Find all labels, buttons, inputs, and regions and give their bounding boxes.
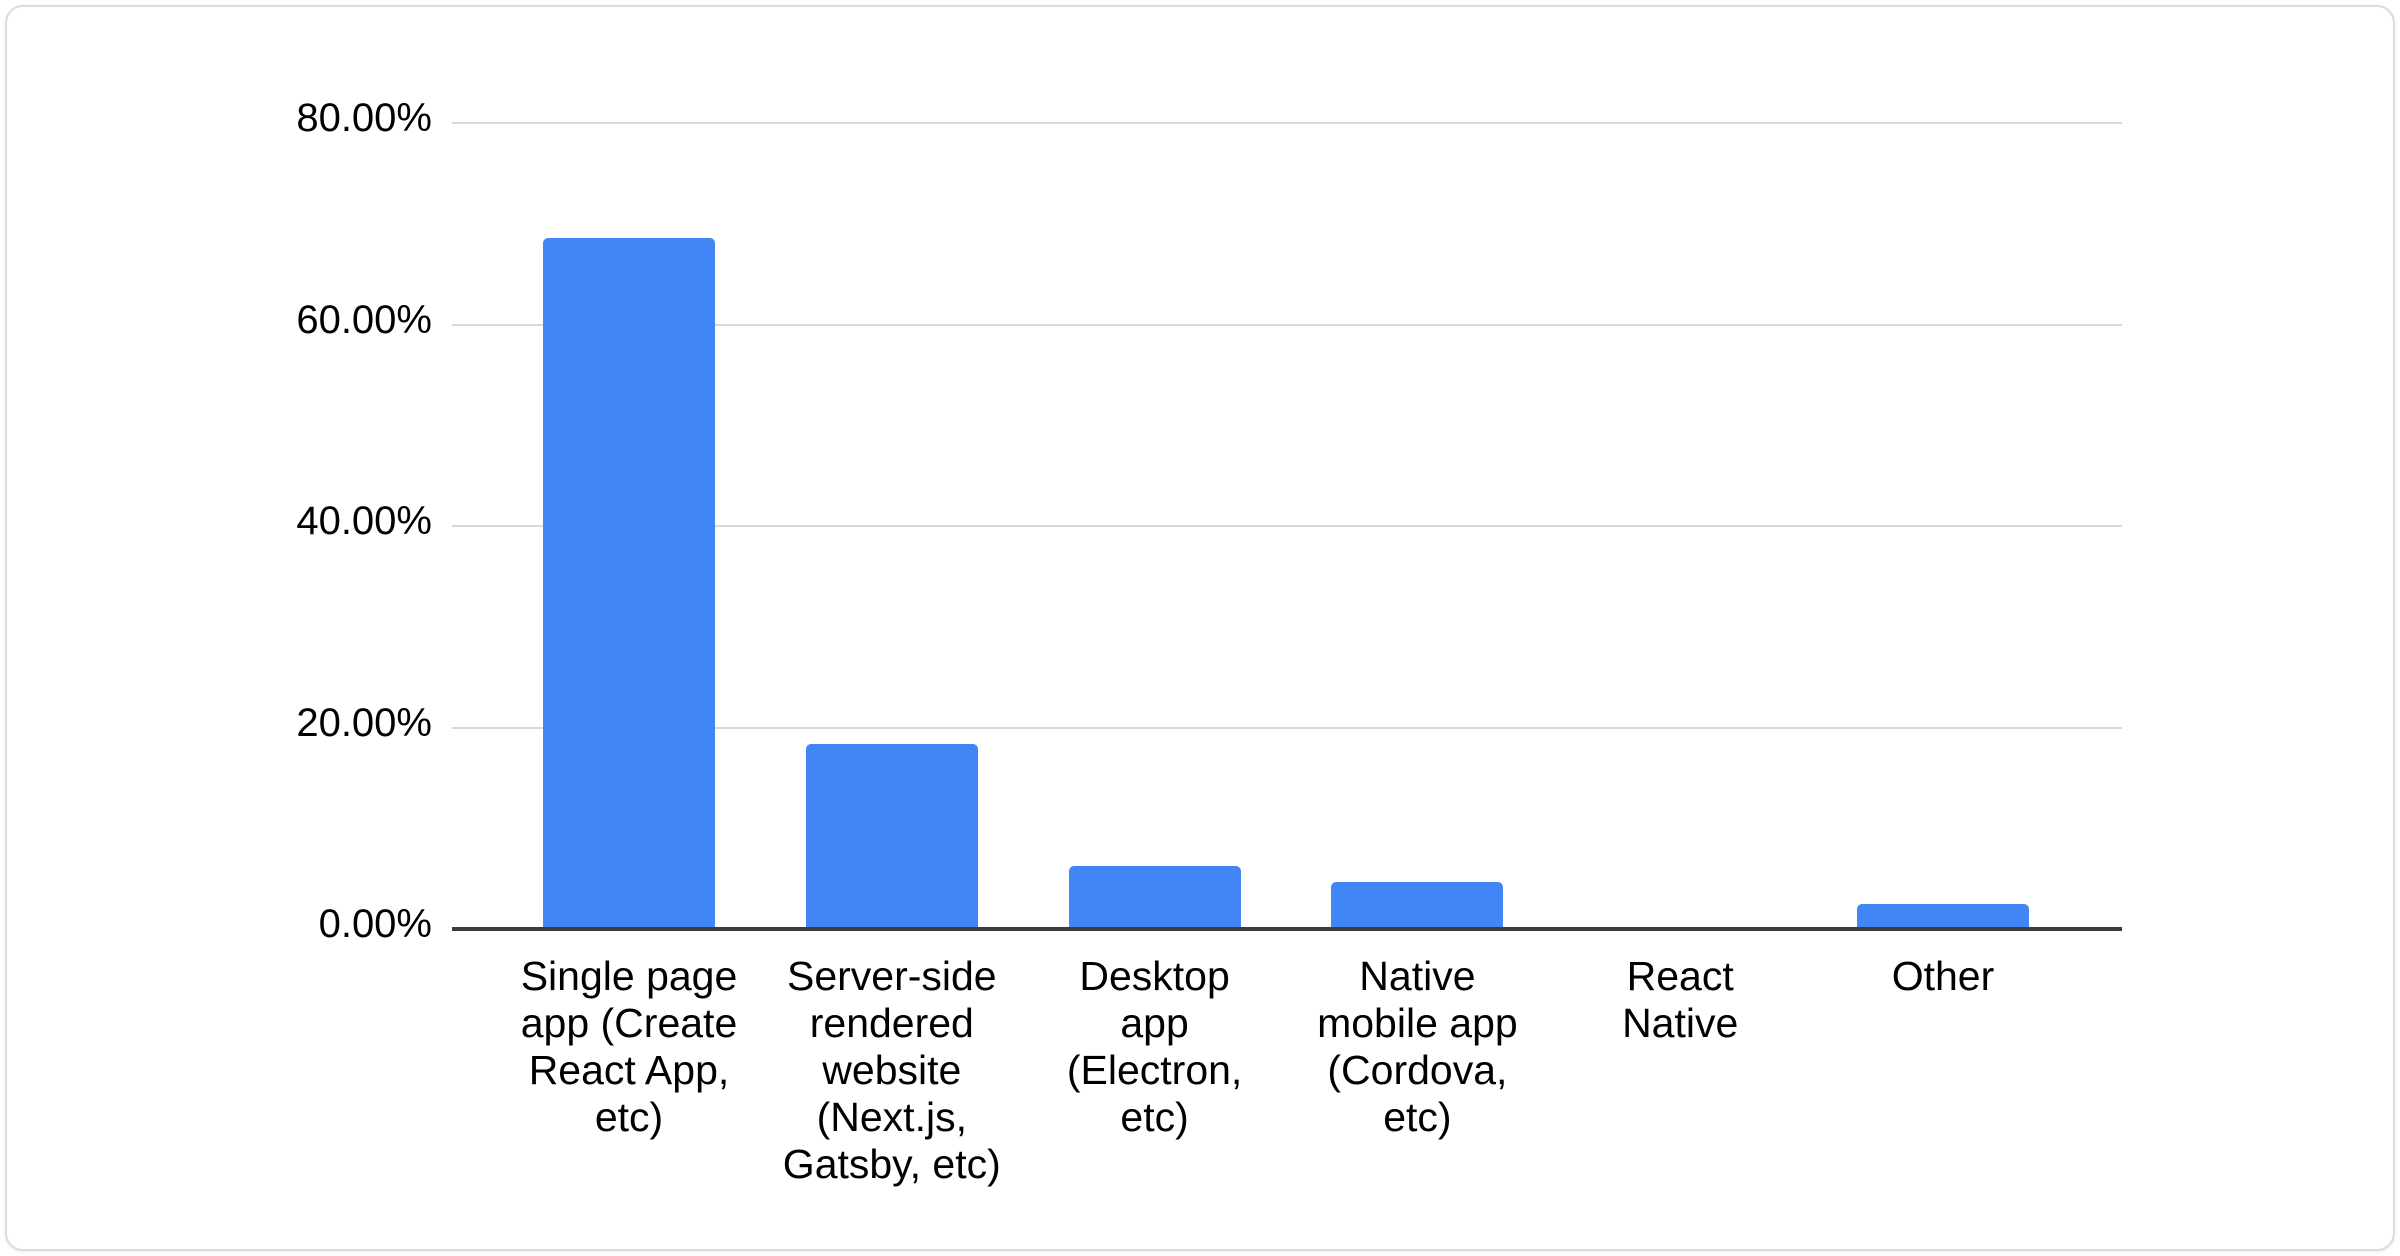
x-category-label-line: app (1120, 1000, 1189, 1046)
x-category-label-line: etc) (1120, 1094, 1189, 1140)
x-category-label-line: Single page (520, 953, 738, 999)
chart-card: 0.00% 20.00% 40.00% 60.00% 80.00% Single pag… (5, 5, 2395, 1251)
x-category-label-line: React App, (528, 1047, 730, 1093)
bar-3[interactable] (1331, 881, 1504, 927)
bar-2[interactable] (1068, 865, 1241, 927)
y-tick-label-40: 40.00% (296, 499, 432, 543)
x-category-label-line: React (1626, 953, 1734, 999)
gridline-40 (452, 525, 2122, 527)
x-category-label-line: Server-side (786, 953, 997, 999)
x-category-label-line: Gatsby, etc) (782, 1141, 1001, 1187)
x-category-label-2: Desktop app (Electron, etc) (1015, 953, 1295, 1141)
bar-1[interactable] (805, 743, 978, 927)
y-tick-label-0: 0.00% (318, 902, 432, 946)
x-category-label-line: Other (1891, 953, 1995, 999)
x-category-label-line: (Next.js, (816, 1094, 967, 1140)
x-category-label-line: mobile app (1317, 1000, 1518, 1046)
y-tick-label-60: 60.00% (296, 297, 432, 342)
x-category-label-0: Single page app (Create React App, etc) (489, 953, 769, 1141)
x-category-label-line: app (Create (520, 1000, 738, 1046)
x-category-label-3: Native mobile app (Cordova, etc) (1277, 953, 1557, 1141)
x-category-label-line: Native (1622, 1000, 1739, 1046)
gridline-20 (452, 726, 2122, 729)
y-tick-label-80: 80.00% (296, 96, 432, 140)
x-category-label-line: website (822, 1047, 962, 1093)
gridline-60 (452, 323, 2122, 326)
y-tick-label-20: 20.00% (296, 700, 432, 745)
x-category-label-1: Server-side rendered website (Next.js, Gatsb… (752, 953, 1032, 1188)
x-category-label-line: Native (1359, 953, 1476, 999)
x-category-label-line: (Cordova, (1327, 1047, 1508, 1093)
x-category-label-5: Other (1803, 953, 2083, 1000)
bar-5[interactable] (1857, 903, 2029, 927)
x-axis-line (452, 927, 2122, 931)
x-category-label-line: etc) (1383, 1094, 1452, 1140)
bar-0[interactable] (543, 237, 715, 927)
x-category-label-line: (Electron, (1066, 1047, 1243, 1093)
plot-area (452, 122, 2122, 931)
gridline-80 (452, 122, 2122, 124)
x-category-label-line: Desktop (1079, 953, 1230, 999)
x-category-label-line: etc) (594, 1094, 664, 1140)
x-category-label-4: React Native (1540, 953, 1820, 1047)
x-category-label-line: rendered (809, 1000, 974, 1046)
